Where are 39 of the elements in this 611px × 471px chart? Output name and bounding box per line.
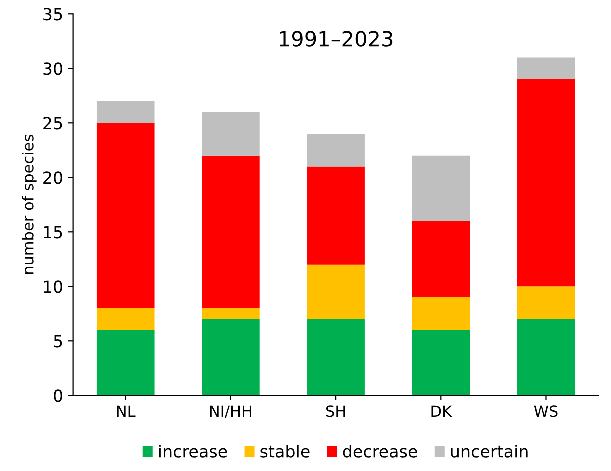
bar	[307, 134, 365, 167]
bar	[202, 112, 260, 156]
bar	[307, 264, 365, 320]
bar	[517, 286, 576, 320]
bar	[412, 221, 470, 298]
bar	[307, 166, 365, 265]
bar	[96, 330, 155, 396]
bar	[517, 58, 576, 80]
y-tick-label: 20	[44, 172, 62, 184]
x-tick-label: NL	[117, 406, 136, 417]
bar	[202, 156, 260, 308]
bar	[412, 156, 470, 222]
y-tick-label: 10	[44, 280, 62, 294]
x-tick-label: SH	[326, 406, 346, 418]
x-tick-label: NI/HH	[210, 406, 252, 418]
bar	[96, 308, 155, 330]
legend-label: uncertain	[451, 444, 528, 458]
bar	[412, 298, 470, 330]
bar	[96, 123, 155, 308]
y-tick-label: 15	[44, 226, 62, 239]
y-tick-label: 5	[54, 335, 62, 348]
x-tick-label: DK	[432, 406, 452, 417]
bar	[202, 308, 260, 320]
legend-label: decrease	[343, 444, 418, 458]
bar	[517, 80, 576, 287]
y-tick-label: 25	[44, 117, 62, 130]
legend-label: stable	[260, 444, 310, 458]
bar	[96, 101, 155, 124]
y-tick-label: 35	[44, 8, 62, 21]
bar	[412, 330, 470, 396]
x-tick-label: WS	[534, 406, 558, 418]
bar	[307, 319, 365, 396]
y-tick-label: 0	[54, 390, 62, 402]
text: 1991–2023	[280, 31, 393, 47]
y-axis-title: number of species	[22, 135, 37, 274]
bar	[202, 319, 260, 396]
bar	[517, 319, 576, 396]
legend-label: increase	[159, 444, 228, 458]
y-tick-label: 30	[44, 62, 62, 76]
